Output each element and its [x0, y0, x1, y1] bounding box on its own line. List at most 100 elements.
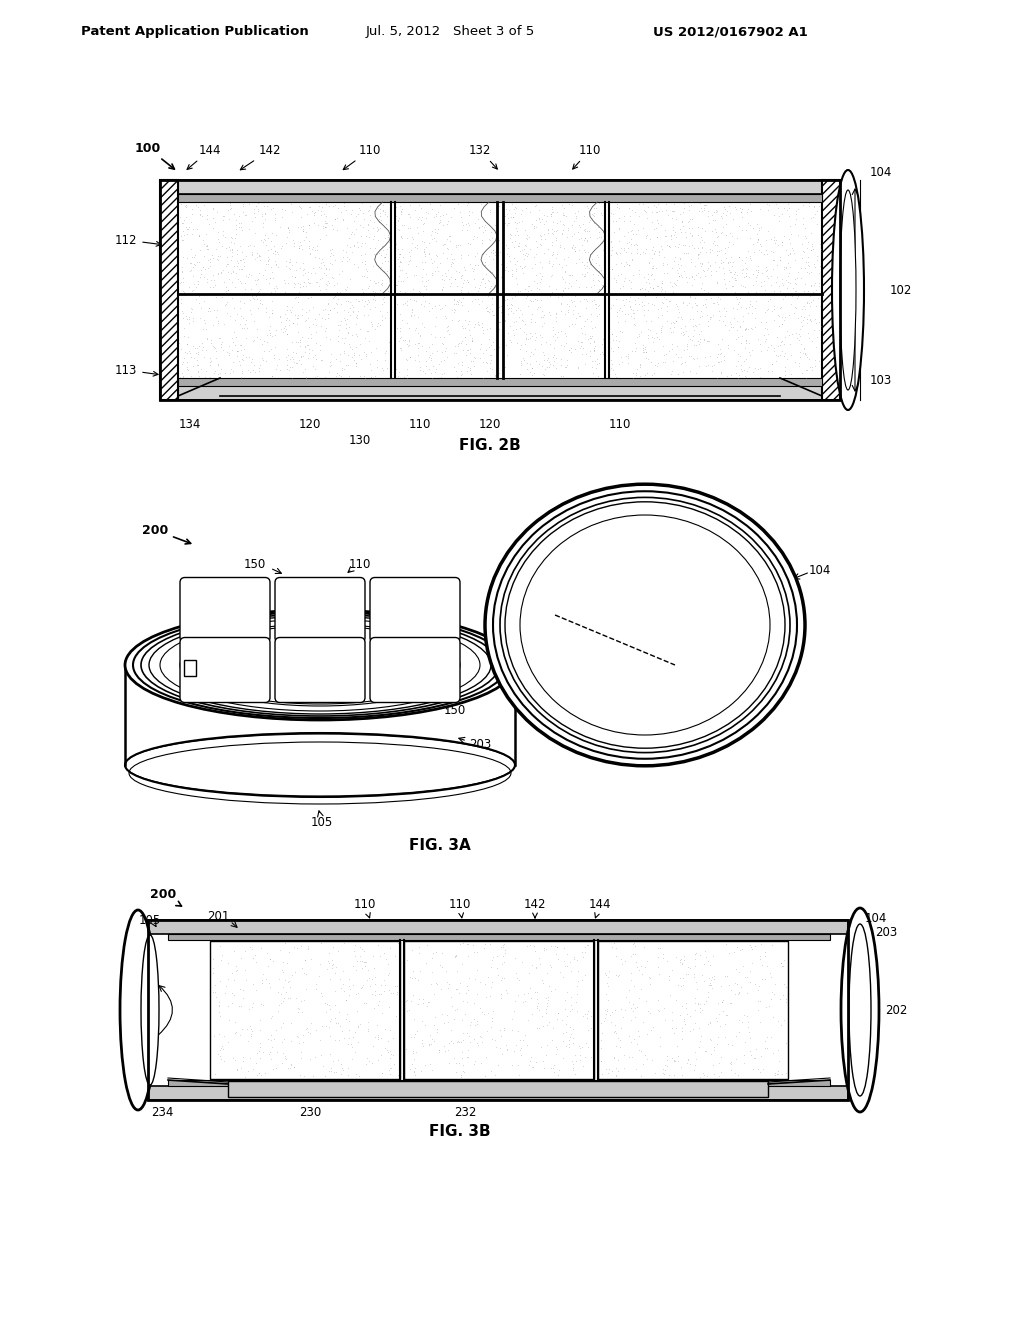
Point — [668, 227, 684, 248]
Point — [289, 352, 305, 374]
Point — [515, 244, 531, 265]
Point — [702, 970, 719, 991]
Point — [301, 590, 317, 611]
Point — [327, 612, 343, 634]
Point — [341, 333, 357, 354]
Point — [317, 279, 334, 300]
Point — [285, 595, 301, 616]
Point — [286, 636, 302, 657]
Point — [786, 249, 803, 271]
Point — [561, 265, 578, 286]
Point — [289, 987, 305, 1008]
Point — [310, 276, 327, 297]
Point — [210, 263, 226, 284]
Point — [289, 601, 305, 622]
Point — [288, 676, 304, 697]
Point — [668, 1018, 684, 1039]
Point — [292, 614, 308, 635]
Point — [410, 595, 426, 616]
Point — [346, 940, 362, 961]
Point — [260, 239, 276, 260]
Point — [191, 226, 208, 247]
Point — [208, 652, 224, 673]
Point — [188, 581, 205, 602]
Point — [297, 649, 313, 671]
Point — [407, 1060, 423, 1081]
Point — [687, 362, 703, 383]
Point — [730, 983, 746, 1005]
Point — [247, 599, 263, 620]
Point — [777, 989, 794, 1010]
Point — [414, 267, 430, 288]
FancyBboxPatch shape — [275, 578, 365, 643]
Point — [489, 236, 506, 257]
Point — [300, 640, 316, 661]
Point — [250, 360, 266, 381]
Point — [454, 1008, 470, 1030]
Point — [321, 293, 337, 314]
Point — [752, 198, 768, 219]
Point — [338, 242, 354, 263]
Point — [543, 206, 559, 227]
Point — [424, 198, 440, 219]
Bar — [178, 378, 822, 385]
Point — [395, 606, 412, 627]
Point — [449, 1031, 465, 1052]
Point — [232, 249, 249, 271]
Point — [302, 197, 318, 218]
Point — [430, 622, 446, 643]
Point — [335, 209, 351, 230]
Point — [301, 676, 317, 697]
Point — [366, 228, 382, 249]
Point — [209, 249, 225, 271]
Point — [377, 247, 393, 268]
Point — [275, 586, 292, 607]
Point — [274, 1043, 291, 1064]
Point — [438, 657, 455, 678]
Point — [396, 614, 413, 635]
Point — [208, 306, 224, 327]
Point — [556, 261, 572, 282]
Point — [196, 678, 212, 700]
Point — [676, 323, 692, 345]
Point — [552, 210, 568, 231]
Point — [278, 932, 294, 953]
Point — [242, 582, 258, 603]
Point — [629, 243, 645, 264]
Point — [597, 1059, 613, 1080]
Point — [295, 218, 311, 239]
Point — [341, 1028, 357, 1049]
Point — [210, 228, 226, 249]
Point — [371, 242, 387, 263]
Point — [275, 987, 292, 1008]
Point — [331, 364, 347, 385]
Point — [222, 583, 239, 605]
Point — [624, 199, 640, 220]
Point — [763, 1026, 779, 1047]
Point — [205, 218, 221, 239]
Point — [669, 296, 685, 317]
Point — [706, 201, 722, 222]
Point — [288, 599, 304, 620]
Point — [217, 638, 233, 659]
Point — [775, 275, 792, 296]
Point — [474, 268, 490, 289]
Point — [706, 1039, 722, 1060]
Point — [449, 945, 465, 966]
Point — [752, 358, 768, 379]
Point — [435, 589, 452, 610]
Point — [447, 945, 464, 966]
Point — [248, 680, 264, 701]
Point — [510, 224, 526, 246]
Point — [335, 209, 351, 230]
Point — [302, 1012, 318, 1034]
Point — [648, 227, 665, 248]
Point — [516, 983, 532, 1005]
Point — [297, 367, 313, 388]
Point — [753, 933, 769, 954]
Point — [199, 579, 215, 601]
Point — [432, 590, 449, 611]
Point — [288, 578, 304, 599]
Point — [586, 206, 602, 227]
Point — [555, 1048, 571, 1069]
